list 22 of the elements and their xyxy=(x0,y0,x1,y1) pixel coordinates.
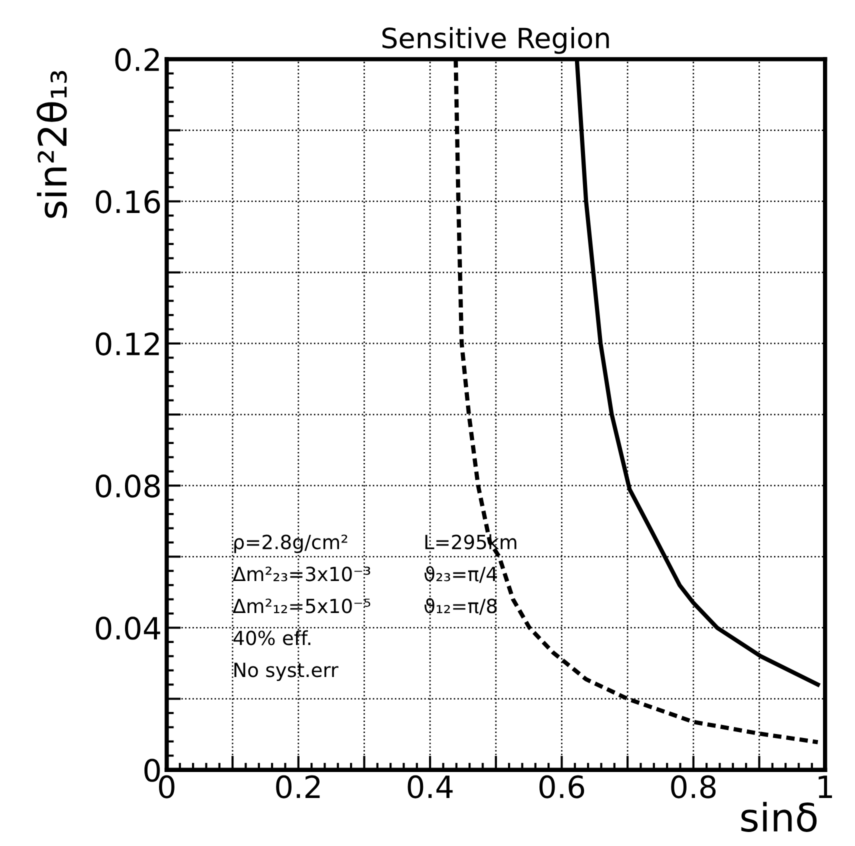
y-tick-label: 0.12 xyxy=(96,332,159,356)
y-tick-label: 0.2 xyxy=(115,48,159,72)
x-tick-label: 0.8 xyxy=(671,775,716,798)
annotation: Δm²₁₂=5x10⁻⁵ xyxy=(232,598,370,614)
y-tick-label: 0.04 xyxy=(96,616,160,640)
chart-title: Sensitive Region xyxy=(382,27,609,54)
annotation: Δm²₂₃=3x10⁻³ xyxy=(232,566,370,582)
y-tick-label: 0.16 xyxy=(96,190,160,214)
y-tick-label: 0.08 xyxy=(96,474,160,498)
x-tick-label: 0.6 xyxy=(539,775,584,798)
x-axis-title: sinδ xyxy=(741,802,817,832)
annotation: ϑ₂₃=π/4 xyxy=(424,566,497,583)
y-tick-label: 0 xyxy=(144,758,160,782)
y-axis-title: sin²2θ₁₃ xyxy=(36,70,68,218)
x-tick-label: 0 xyxy=(159,775,174,798)
x-tick-label: 0.2 xyxy=(276,775,320,798)
annotation: No syst.err xyxy=(234,662,338,682)
x-tick-label: 0.4 xyxy=(408,775,453,798)
annotation: ϑ₁₂=π/8 xyxy=(424,598,497,615)
annotation: 40% eff. xyxy=(234,630,310,646)
x-tick-label: 1 xyxy=(818,776,832,798)
annotation: ρ=2.8g/cm² xyxy=(234,534,348,554)
